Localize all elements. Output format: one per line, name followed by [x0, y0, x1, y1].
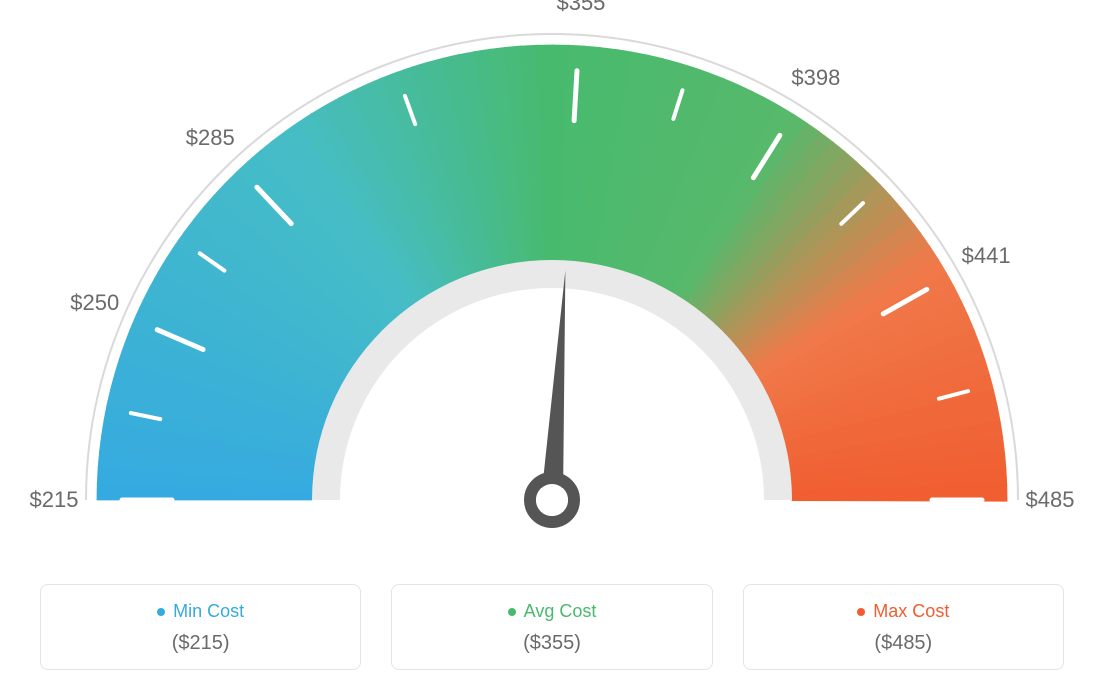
- gauge-tick-label: $215: [30, 487, 79, 513]
- gauge-tick-label: $285: [186, 125, 235, 151]
- legend-value-avg: ($355): [402, 632, 701, 655]
- cost-gauge-container: $215 $250 $285 $355 $398 $441 $485 Min Cost ($…: [0, 0, 1104, 690]
- legend-label-avg: Avg Cost: [508, 601, 597, 622]
- gauge-tick-label: $485: [1026, 487, 1075, 513]
- legend-row: Min Cost ($215) Avg Cost ($355) Max Cost…: [40, 584, 1064, 670]
- legend-value-max: ($485): [754, 632, 1053, 655]
- legend-label-min-text: Min Cost: [173, 601, 244, 622]
- legend-card-avg: Avg Cost ($355): [391, 584, 712, 670]
- legend-label-avg-text: Avg Cost: [524, 601, 597, 622]
- legend-label-min: Min Cost: [157, 601, 244, 622]
- gauge-tick-label: $441: [962, 243, 1011, 269]
- dot-icon: [857, 608, 865, 616]
- legend-label-max-text: Max Cost: [873, 601, 949, 622]
- dot-icon: [508, 608, 516, 616]
- gauge-tick-label: $398: [791, 65, 840, 91]
- gauge-tick-label: $250: [70, 290, 119, 316]
- gauge-tick-label: $355: [556, 0, 605, 16]
- legend-card-min: Min Cost ($215): [40, 584, 361, 670]
- legend-label-max: Max Cost: [857, 601, 949, 622]
- legend-card-max: Max Cost ($485): [743, 584, 1064, 670]
- gauge-chart: $215 $250 $285 $355 $398 $441 $485: [0, 0, 1104, 560]
- dot-icon: [157, 608, 165, 616]
- legend-value-min: ($215): [51, 632, 350, 655]
